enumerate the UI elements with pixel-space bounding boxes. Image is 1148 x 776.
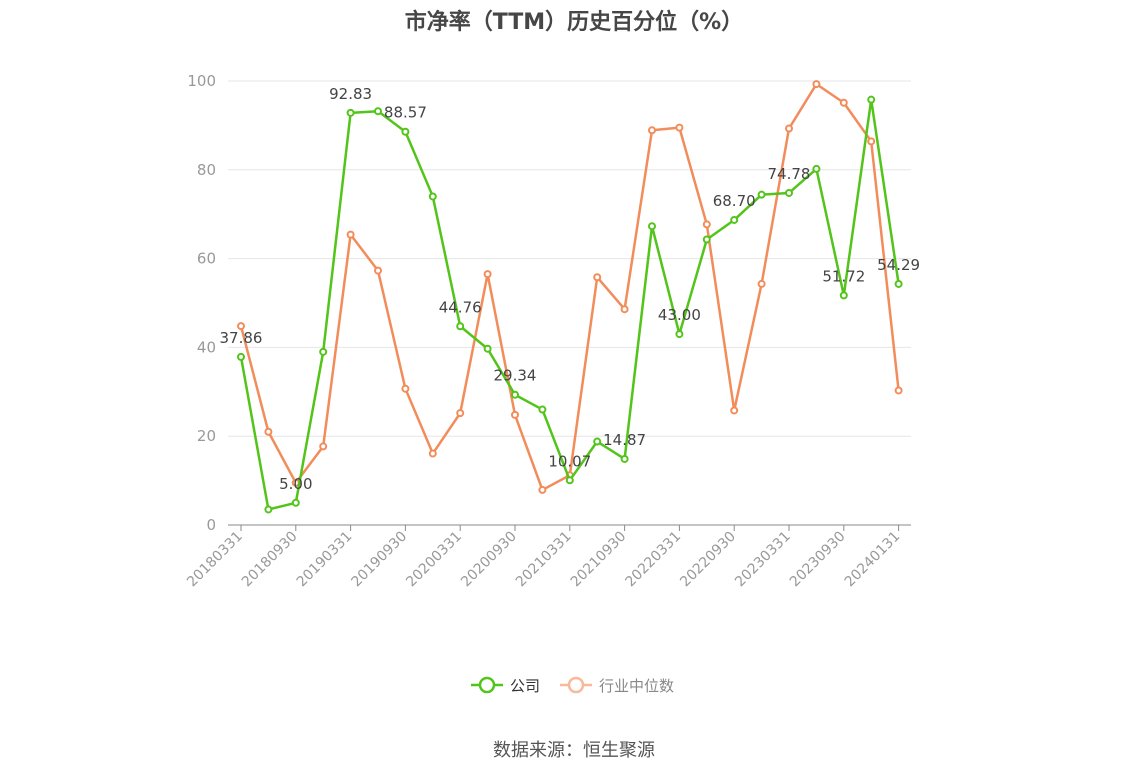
x-tick-label: 20200930 bbox=[458, 529, 520, 591]
grid-lines bbox=[228, 80, 911, 437]
data-point-industry bbox=[839, 98, 848, 107]
legend-company-label: 公司 bbox=[510, 677, 540, 695]
data-point-company bbox=[264, 505, 273, 514]
data-label: 68.70 bbox=[713, 192, 756, 210]
data-point-company bbox=[757, 190, 766, 199]
series-lines bbox=[237, 80, 903, 514]
data-point-company bbox=[428, 192, 437, 201]
data-point-company bbox=[511, 390, 519, 399]
data-point-company bbox=[620, 454, 629, 463]
data-point-industry bbox=[428, 449, 437, 458]
data-point-industry bbox=[757, 279, 766, 288]
y-tick-label: 20 bbox=[197, 427, 216, 445]
data-label: 43.00 bbox=[658, 306, 701, 324]
data-point-industry bbox=[237, 322, 245, 331]
data-point-industry bbox=[812, 80, 821, 89]
x-tick-label: 20190331 bbox=[294, 529, 356, 591]
axes: 0 20 40 60 80 100 2018033120180930201903312019… bbox=[184, 72, 911, 590]
data-point-industry bbox=[620, 305, 629, 314]
data-label: 92.83 bbox=[329, 85, 372, 103]
data-point-company bbox=[291, 498, 300, 507]
data-label: 29.34 bbox=[494, 367, 537, 385]
y-tick-label: 40 bbox=[197, 338, 216, 356]
y-tick-label: 60 bbox=[197, 250, 216, 268]
data-point-company bbox=[374, 107, 382, 116]
data-point-company bbox=[593, 437, 602, 446]
legend-industry-label: 行业中位数 bbox=[599, 677, 674, 695]
data-label: 10.07 bbox=[548, 452, 591, 470]
data-point-industry bbox=[346, 230, 355, 239]
x-tick-label: 20180930 bbox=[239, 529, 301, 591]
data-point-company bbox=[648, 222, 656, 231]
x-tick-label: 20220331 bbox=[623, 529, 685, 591]
x-tick-label: 20210331 bbox=[513, 529, 575, 591]
data-label: 51.72 bbox=[822, 267, 865, 285]
x-tick-label: 20190930 bbox=[349, 529, 411, 591]
y-tick-label: 0 bbox=[206, 516, 216, 534]
data-point-industry bbox=[675, 123, 684, 132]
data-point-industry bbox=[511, 410, 519, 419]
x-tick-label: 20200331 bbox=[403, 529, 465, 591]
data-point-industry bbox=[319, 442, 328, 451]
data-point-company bbox=[702, 235, 711, 244]
data-point-industry bbox=[374, 266, 382, 275]
data-label: 54.29 bbox=[877, 256, 920, 274]
data-label: 74.78 bbox=[768, 165, 811, 183]
x-tick-label: 20180331 bbox=[184, 529, 246, 591]
y-tick-label: 80 bbox=[197, 161, 216, 179]
legend: 公司 行业中位数 bbox=[471, 676, 674, 695]
legend-company-marker bbox=[478, 676, 496, 694]
series-line-company bbox=[239, 98, 900, 511]
x-tick-label: 20220930 bbox=[677, 529, 739, 591]
data-point-industry bbox=[867, 137, 876, 146]
data-point-industry bbox=[785, 124, 793, 133]
data-point-company bbox=[237, 352, 245, 361]
data-point-company bbox=[346, 108, 355, 117]
data-point-company bbox=[785, 188, 793, 197]
data-point-industry bbox=[648, 126, 656, 135]
x-tick-label: 20230930 bbox=[787, 529, 849, 591]
x-tick-label: 20210930 bbox=[568, 529, 630, 591]
data-label: 5.00 bbox=[279, 475, 312, 493]
data-point-company bbox=[565, 476, 574, 485]
data-label: 37.86 bbox=[220, 329, 263, 347]
source-note: 数据来源：恒生聚源 bbox=[493, 740, 655, 761]
x-tick-label: 20240131 bbox=[842, 529, 904, 591]
legend-industry-marker bbox=[567, 676, 585, 694]
data-label: 88.57 bbox=[384, 104, 427, 122]
data-point-industry bbox=[593, 273, 602, 282]
data-point-industry bbox=[894, 386, 903, 395]
x-tick-label: 20230331 bbox=[732, 529, 794, 591]
data-point-company bbox=[730, 215, 739, 224]
data-point-company bbox=[483, 344, 492, 353]
data-point-industry bbox=[264, 427, 273, 436]
data-labels: 37.86 5.00 92.83 88.57 44.76 29.34 10.07 14.87 4… bbox=[220, 85, 921, 493]
data-point-company bbox=[839, 291, 848, 300]
y-tick-label: 100 bbox=[187, 72, 216, 90]
data-point-company bbox=[456, 322, 465, 331]
data-point-industry bbox=[702, 220, 711, 229]
data-label: 14.87 bbox=[603, 431, 646, 449]
data-label: 44.76 bbox=[439, 298, 482, 316]
data-point-company bbox=[538, 405, 547, 414]
data-point-company bbox=[675, 330, 684, 339]
data-point-company bbox=[894, 279, 903, 288]
data-point-company bbox=[867, 95, 876, 104]
data-point-industry bbox=[401, 384, 410, 393]
data-point-company bbox=[812, 164, 821, 173]
data-point-industry bbox=[483, 270, 492, 279]
data-point-industry bbox=[456, 409, 465, 418]
data-point-industry bbox=[538, 485, 547, 494]
series-line-industry bbox=[239, 82, 900, 492]
data-point-company bbox=[401, 127, 410, 136]
chart-title: 市净率（TTM）历史百分位（%） bbox=[404, 10, 744, 35]
data-point-company bbox=[319, 347, 328, 356]
data-point-industry bbox=[730, 406, 739, 415]
